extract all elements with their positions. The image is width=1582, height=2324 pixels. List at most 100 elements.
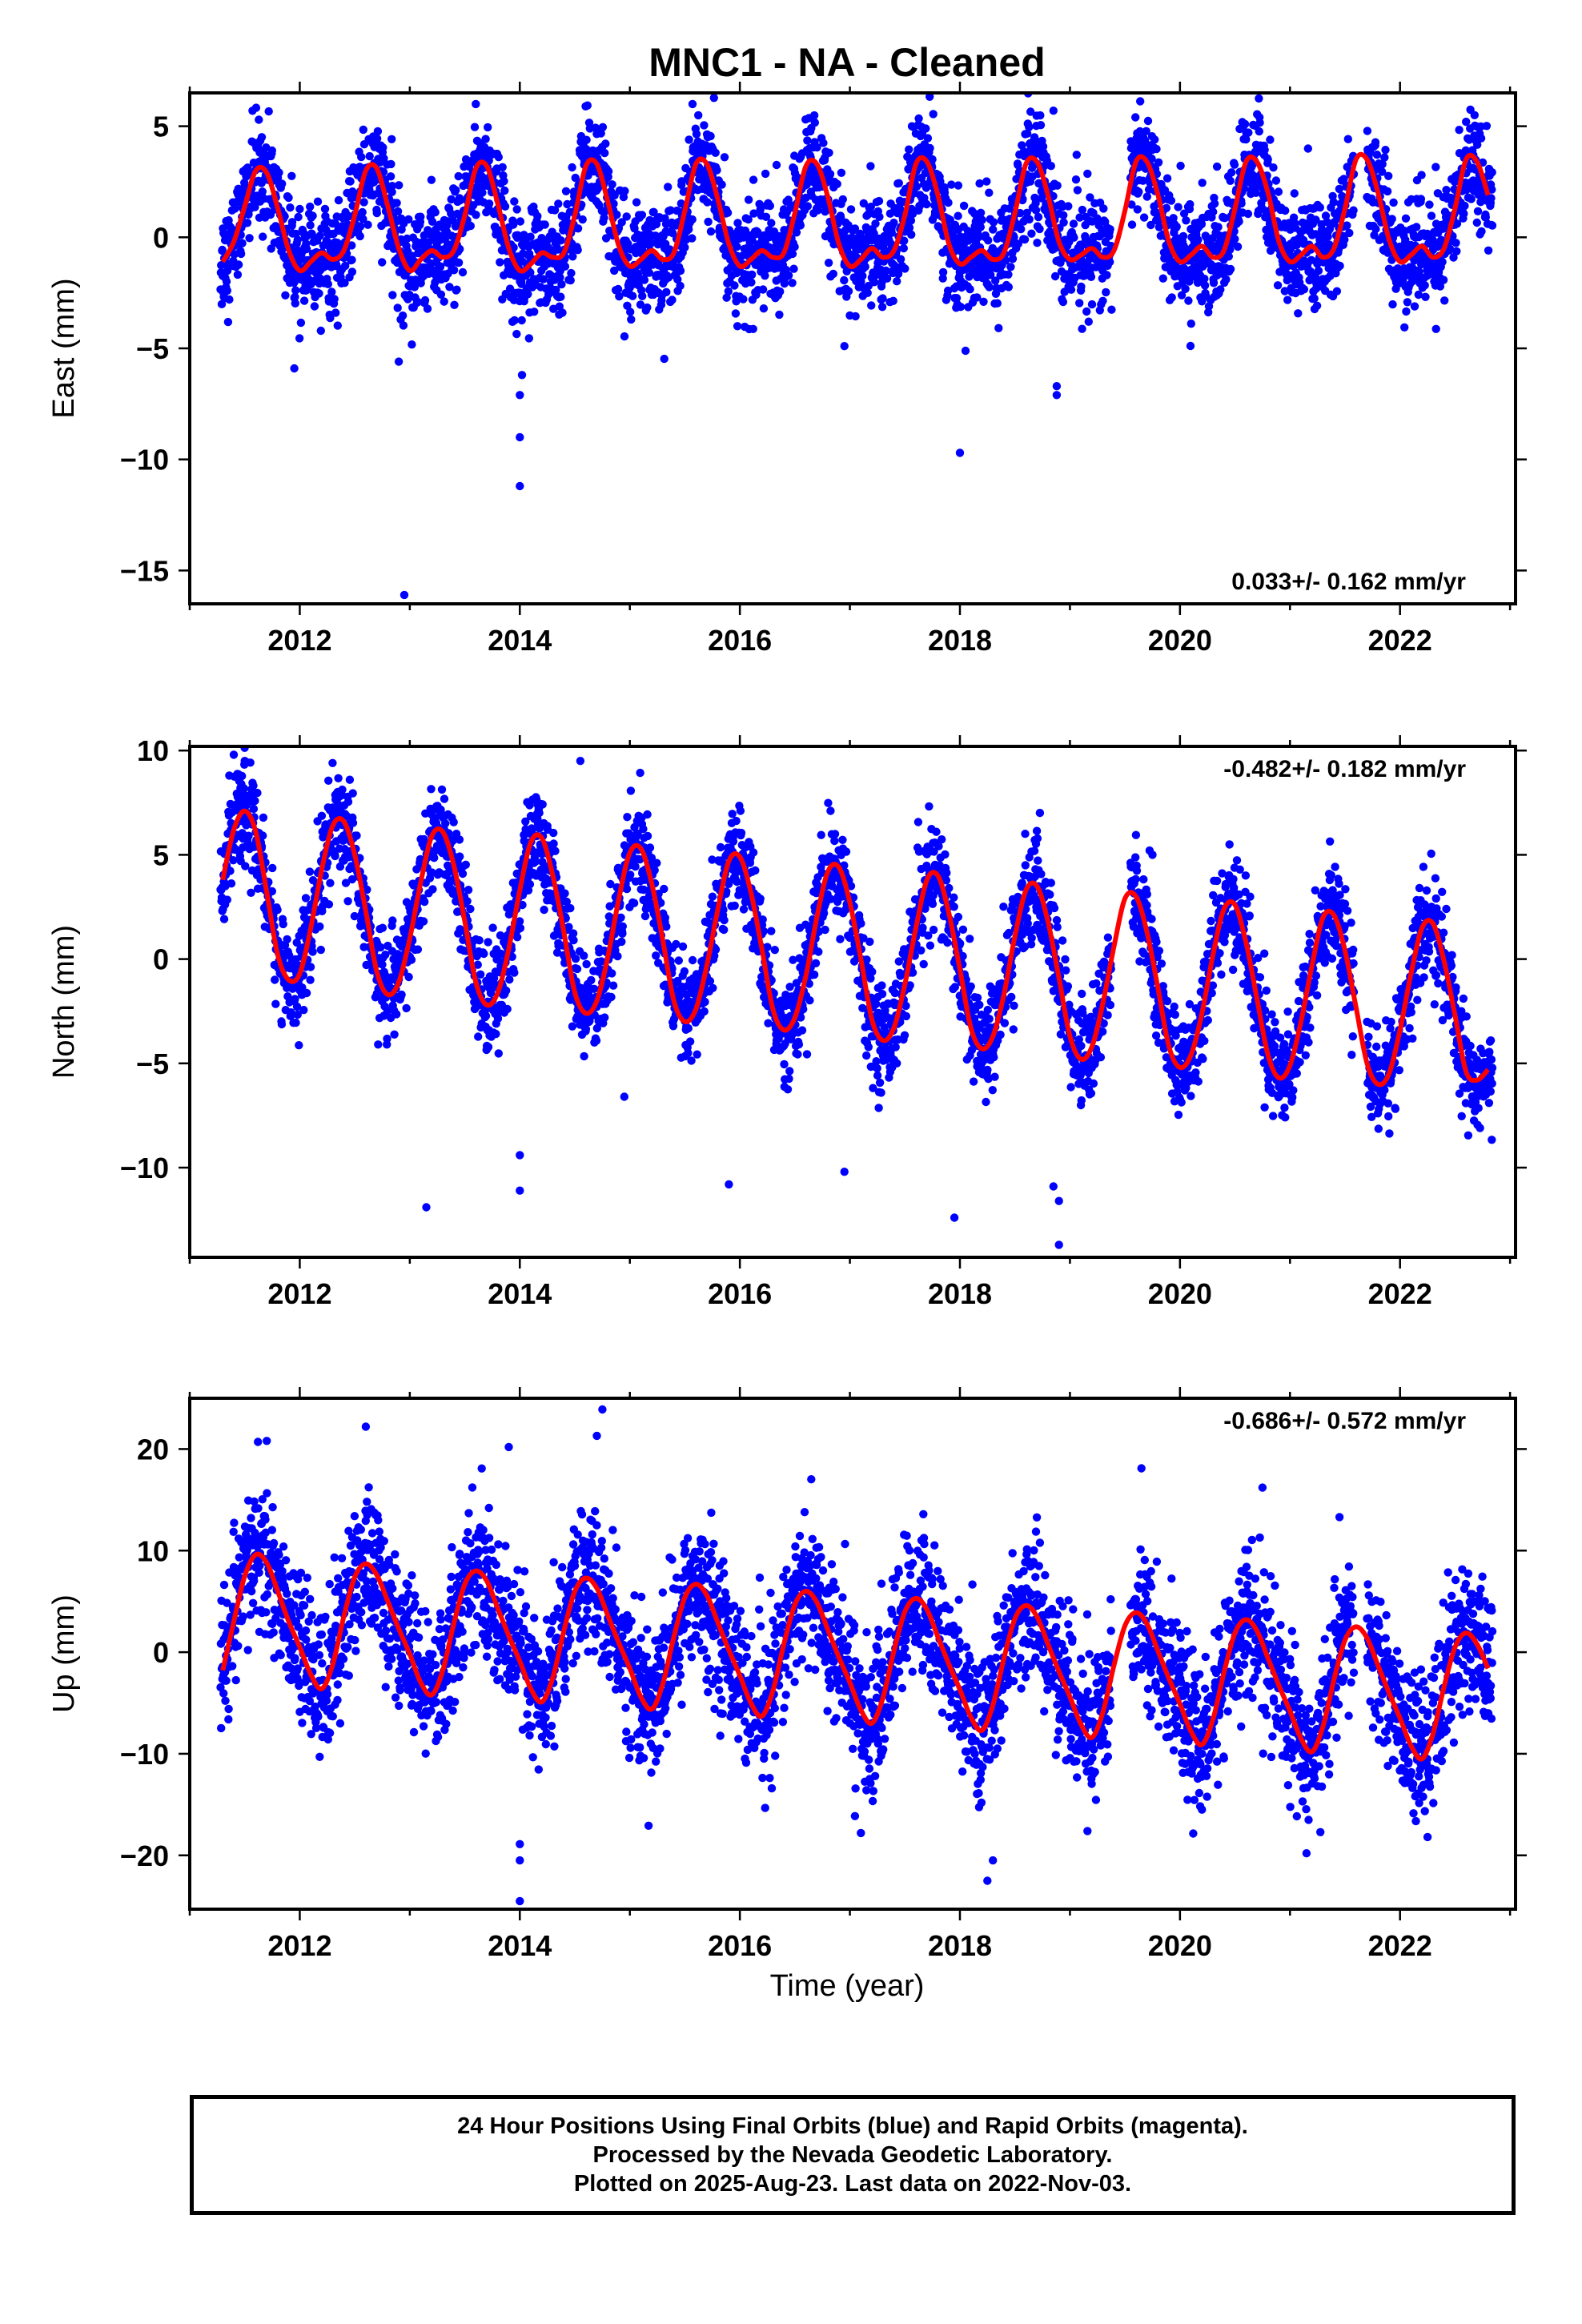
data-point <box>427 175 436 184</box>
y-tick-label: 5 <box>153 111 169 143</box>
data-point <box>989 225 998 234</box>
data-point <box>359 198 368 207</box>
data-point <box>1102 271 1111 279</box>
data-point <box>1098 296 1107 305</box>
data-point <box>1315 203 1325 212</box>
data-point <box>268 863 277 873</box>
data-point <box>484 199 494 208</box>
y-tick-label: −15 <box>120 554 169 587</box>
data-point <box>291 286 300 295</box>
data-point <box>1142 70 1150 78</box>
data-point <box>398 311 408 320</box>
data-point <box>733 242 741 251</box>
data-point <box>566 275 575 285</box>
data-point <box>368 78 376 86</box>
data-point <box>765 201 774 211</box>
data-point <box>539 275 548 283</box>
data-point <box>784 271 793 280</box>
data-point <box>313 197 323 206</box>
data-point <box>914 114 923 123</box>
data-point <box>554 199 563 208</box>
data-point <box>1421 292 1430 301</box>
data-point <box>1075 299 1084 308</box>
data-point <box>604 167 613 176</box>
data-point <box>772 160 781 170</box>
data-point <box>720 153 729 162</box>
outlier-point <box>517 371 527 380</box>
data-point <box>509 220 518 229</box>
data-point <box>1017 224 1026 234</box>
data-point <box>544 243 552 252</box>
data-point <box>508 952 516 962</box>
data-point <box>324 900 334 909</box>
data-point <box>1078 205 1087 215</box>
data-point <box>796 221 805 230</box>
data-point <box>1178 231 1188 241</box>
data-point <box>688 234 697 243</box>
data-point <box>739 295 748 304</box>
data-point <box>713 166 721 175</box>
y-tick-label: −10 <box>120 444 169 476</box>
data-point <box>1371 138 1380 147</box>
data-point <box>954 181 963 190</box>
data-point <box>455 835 464 844</box>
data-point <box>1006 263 1015 271</box>
data-point <box>1204 302 1214 311</box>
data-point <box>1038 142 1048 151</box>
data-point <box>1339 175 1348 183</box>
data-point <box>291 1018 300 1027</box>
data-point <box>264 107 273 116</box>
data-point <box>1162 203 1171 212</box>
y-tick-label: −5 <box>136 332 169 365</box>
data-point <box>387 187 396 196</box>
data-point <box>301 894 311 903</box>
data-point <box>1046 162 1056 171</box>
data-point <box>1150 135 1159 144</box>
data-point <box>229 856 238 865</box>
data-point <box>347 255 356 264</box>
data-point <box>447 195 456 204</box>
data-point <box>1243 209 1253 219</box>
data-point <box>500 186 509 195</box>
data-point <box>928 155 937 164</box>
data-point <box>1020 235 1030 244</box>
data-point <box>458 869 468 879</box>
data-point <box>803 202 812 211</box>
data-point <box>1227 168 1236 177</box>
data-point <box>234 260 243 269</box>
data-point <box>700 121 709 130</box>
data-point <box>306 202 315 211</box>
data-point <box>1343 221 1351 230</box>
data-point <box>1033 239 1042 247</box>
data-point <box>517 316 526 325</box>
data-point <box>632 198 641 207</box>
data-point <box>449 818 458 826</box>
data-point <box>445 283 454 292</box>
data-point <box>1235 217 1243 226</box>
data-point <box>609 199 618 208</box>
data-point <box>1325 240 1334 249</box>
data-point <box>866 162 875 171</box>
data-point <box>450 300 459 309</box>
data-point <box>1169 214 1178 223</box>
data-point <box>633 269 643 278</box>
data-point <box>626 308 635 316</box>
y-axis-label: East (mm) <box>47 278 81 418</box>
data-point <box>526 232 535 241</box>
data-point <box>978 215 986 224</box>
data-point <box>833 179 841 188</box>
data-point <box>556 292 565 301</box>
data-point <box>1455 126 1464 135</box>
data-point <box>1172 222 1181 231</box>
data-point <box>372 134 382 143</box>
data-point <box>251 103 261 112</box>
data-point <box>1349 206 1358 215</box>
data-point <box>1452 247 1461 255</box>
data-point <box>431 278 440 287</box>
data-point <box>315 289 323 298</box>
data-point <box>952 294 962 303</box>
outlier-point <box>1462 117 1471 127</box>
data-point <box>399 321 408 330</box>
outlier-point <box>1052 391 1062 400</box>
data-point <box>1070 233 1078 242</box>
